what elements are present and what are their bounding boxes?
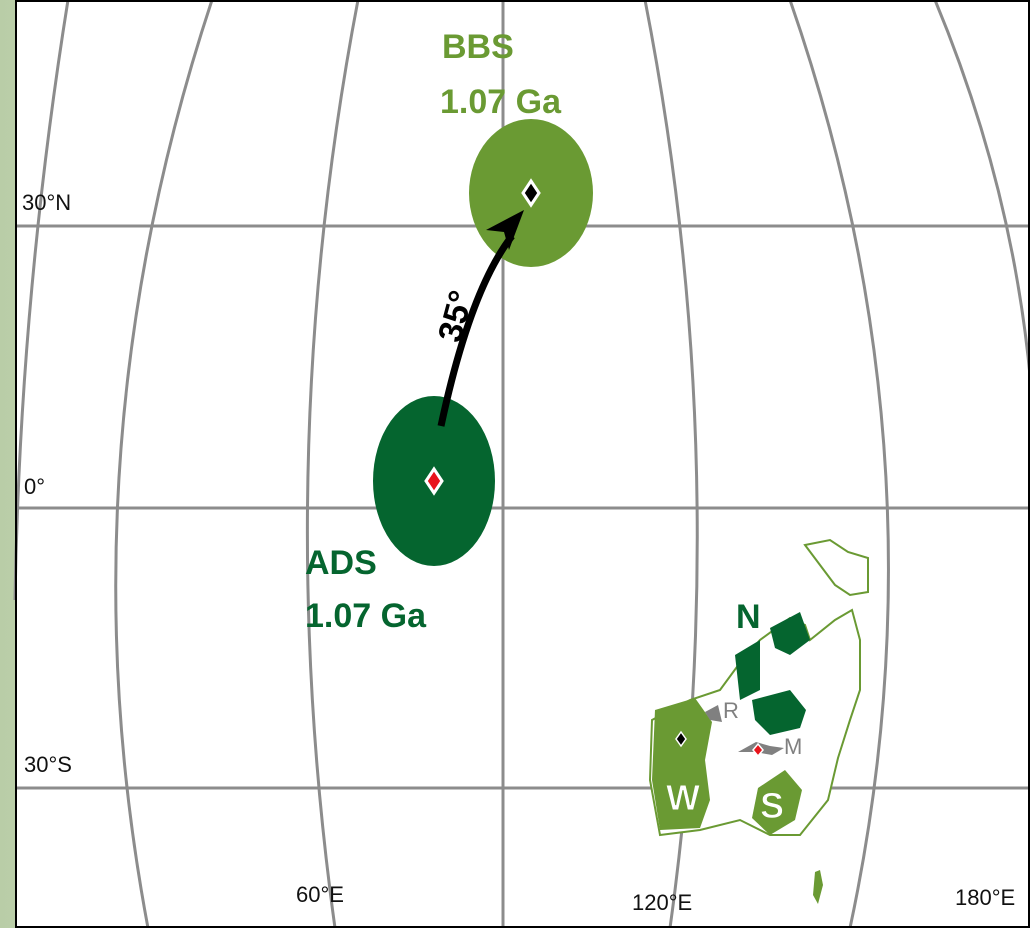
ads-pole-marker — [424, 466, 444, 496]
block-label-n: N — [736, 598, 761, 636]
lon-label-120e: 120°E — [632, 890, 692, 915]
ads-name-label: ADS — [305, 544, 377, 582]
tasmania — [813, 870, 823, 904]
block-label-r: R — [723, 698, 739, 723]
rotation-arrowhead — [486, 210, 524, 250]
w-pole-marker — [675, 730, 687, 748]
lon-label-180e: 180°E — [955, 885, 1015, 910]
m-pole-marker — [752, 742, 764, 758]
block-label-m: M — [784, 734, 802, 759]
lat-label-30s: 30°S — [24, 752, 72, 777]
australia-continent — [648, 538, 869, 904]
island-outline — [803, 538, 869, 597]
block-label-w: W — [666, 777, 700, 818]
meridian-6 — [788, 0, 890, 928]
lat-label-0: 0° — [24, 474, 45, 499]
south-craton — [752, 770, 802, 835]
lat-label-30n: 30°N — [22, 190, 71, 215]
lon-label-60e: 60°E — [296, 882, 344, 907]
meridian-3 — [305, 0, 360, 928]
rotation-arrow — [437, 233, 515, 427]
block-label-s: S — [760, 785, 784, 826]
bbs-name-label: BBS — [442, 28, 514, 66]
meridian-1 — [13, 0, 70, 601]
meridian-2 — [114, 0, 214, 928]
ads-age-label: 1.07 Ga — [305, 597, 427, 635]
graticule — [13, 0, 1030, 928]
meridian-7 — [933, 0, 1030, 620]
west-craton — [652, 698, 712, 830]
terrane-r — [705, 705, 722, 722]
bbs-pole-marker — [521, 178, 541, 208]
map-frame — [15, 0, 1030, 928]
north-craton — [735, 612, 810, 735]
bbs-age-label: 1.07 Ga — [440, 83, 562, 121]
